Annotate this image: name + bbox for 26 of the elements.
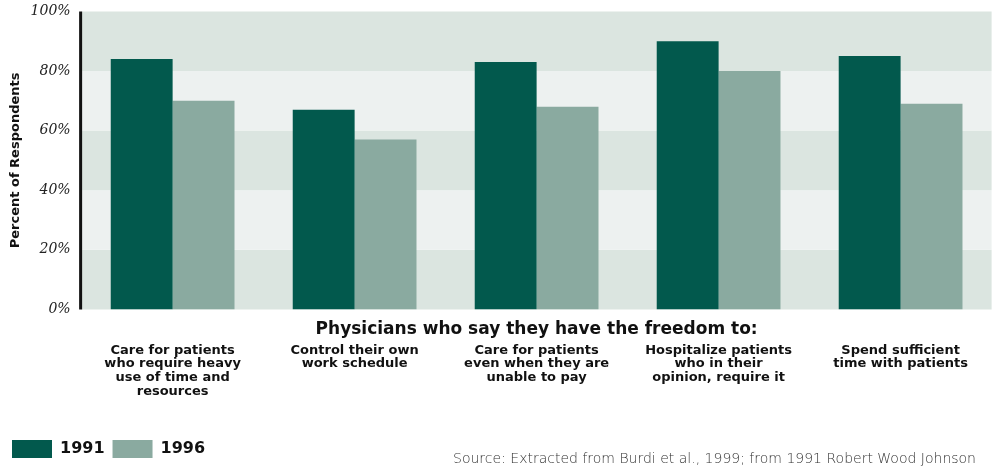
y-tick-label: 100% (30, 2, 71, 19)
bar (536, 106, 599, 310)
bar (474, 62, 537, 310)
bar (292, 109, 355, 310)
y-tick-label: 40% (38, 180, 71, 197)
x-axis-title: Physicians who say they have the freedom to: (315, 318, 758, 339)
y-tick-label: 20% (38, 240, 71, 257)
x-tick-label: Care for patients who require heavy use of time and resources (104, 341, 242, 398)
bar (354, 139, 417, 310)
y-axis-title: Percent of Respondents (7, 72, 23, 249)
x-tick-label: Spend sufficient time with patients (833, 341, 969, 371)
y-tick-label: 60% (39, 121, 71, 138)
legend-label: 1991 (60, 438, 105, 458)
bar (900, 103, 963, 310)
y-tick-label: 80% (39, 61, 71, 78)
bar (838, 56, 901, 310)
y-tick-label: 0% (48, 300, 71, 317)
bar (110, 59, 173, 310)
bar (718, 71, 781, 310)
bar (172, 100, 235, 310)
x-tick-label: Hospitalize patients who in their opinion, require it (645, 341, 793, 384)
x-tick-label: Care for patients even when they are unable to pay (464, 341, 610, 384)
legend-label: 1996 (160, 438, 206, 458)
x-tick-label: Control their own work schedule (290, 341, 419, 371)
bar (656, 41, 719, 310)
source-note: Source: Extracted from Burdi et al., 1999; from 1991 Robert Wood Johnson (453, 450, 976, 466)
